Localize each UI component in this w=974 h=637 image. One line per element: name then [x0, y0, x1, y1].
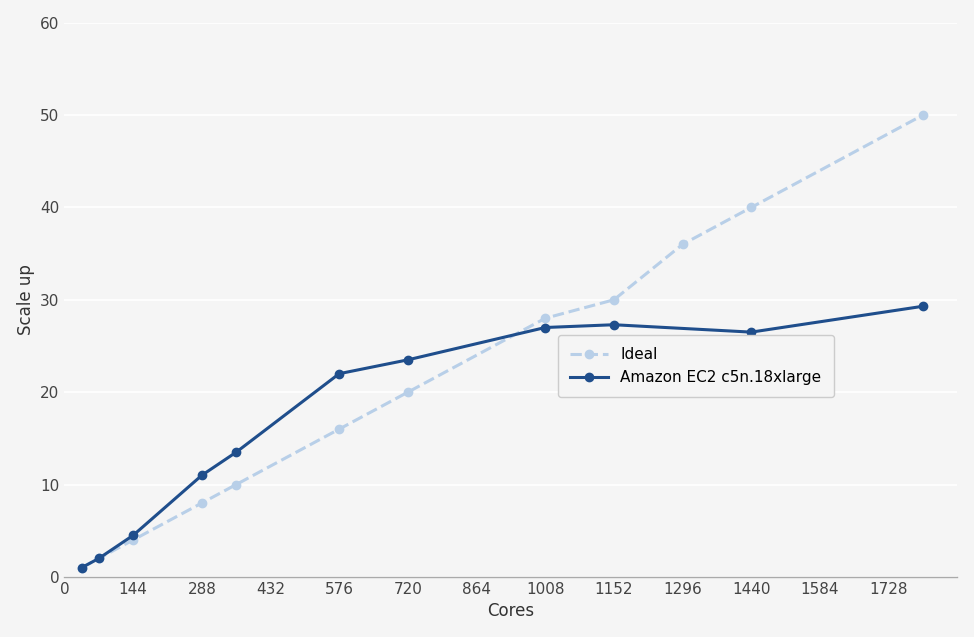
Amazon EC2 c5n.18xlarge: [333, 370, 345, 378]
Amazon EC2 c5n.18xlarge: [402, 356, 414, 364]
Ideal: [230, 481, 242, 489]
Ideal: [76, 564, 88, 571]
Ideal: [128, 536, 139, 544]
Amazon EC2 c5n.18xlarge: [745, 328, 757, 336]
Amazon EC2 c5n.18xlarge: [93, 555, 104, 562]
Amazon EC2 c5n.18xlarge: [128, 531, 139, 539]
Ideal: [333, 426, 345, 433]
Line: Ideal: Ideal: [78, 111, 927, 572]
Amazon EC2 c5n.18xlarge: [230, 448, 242, 456]
Ideal: [93, 555, 104, 562]
Ideal: [196, 499, 207, 507]
Ideal: [677, 241, 689, 248]
Amazon EC2 c5n.18xlarge: [76, 564, 88, 571]
Amazon EC2 c5n.18xlarge: [540, 324, 551, 331]
Legend: Ideal, Amazon EC2 c5n.18xlarge: Ideal, Amazon EC2 c5n.18xlarge: [558, 335, 834, 397]
Ideal: [745, 204, 757, 211]
Line: Amazon EC2 c5n.18xlarge: Amazon EC2 c5n.18xlarge: [78, 302, 927, 572]
Ideal: [608, 296, 619, 304]
Ideal: [402, 389, 414, 396]
Amazon EC2 c5n.18xlarge: [608, 321, 619, 329]
Amazon EC2 c5n.18xlarge: [918, 303, 929, 310]
X-axis label: Cores: Cores: [487, 603, 535, 620]
Y-axis label: Scale up: Scale up: [17, 264, 35, 335]
Ideal: [540, 315, 551, 322]
Amazon EC2 c5n.18xlarge: [196, 471, 207, 479]
Ideal: [918, 111, 929, 119]
